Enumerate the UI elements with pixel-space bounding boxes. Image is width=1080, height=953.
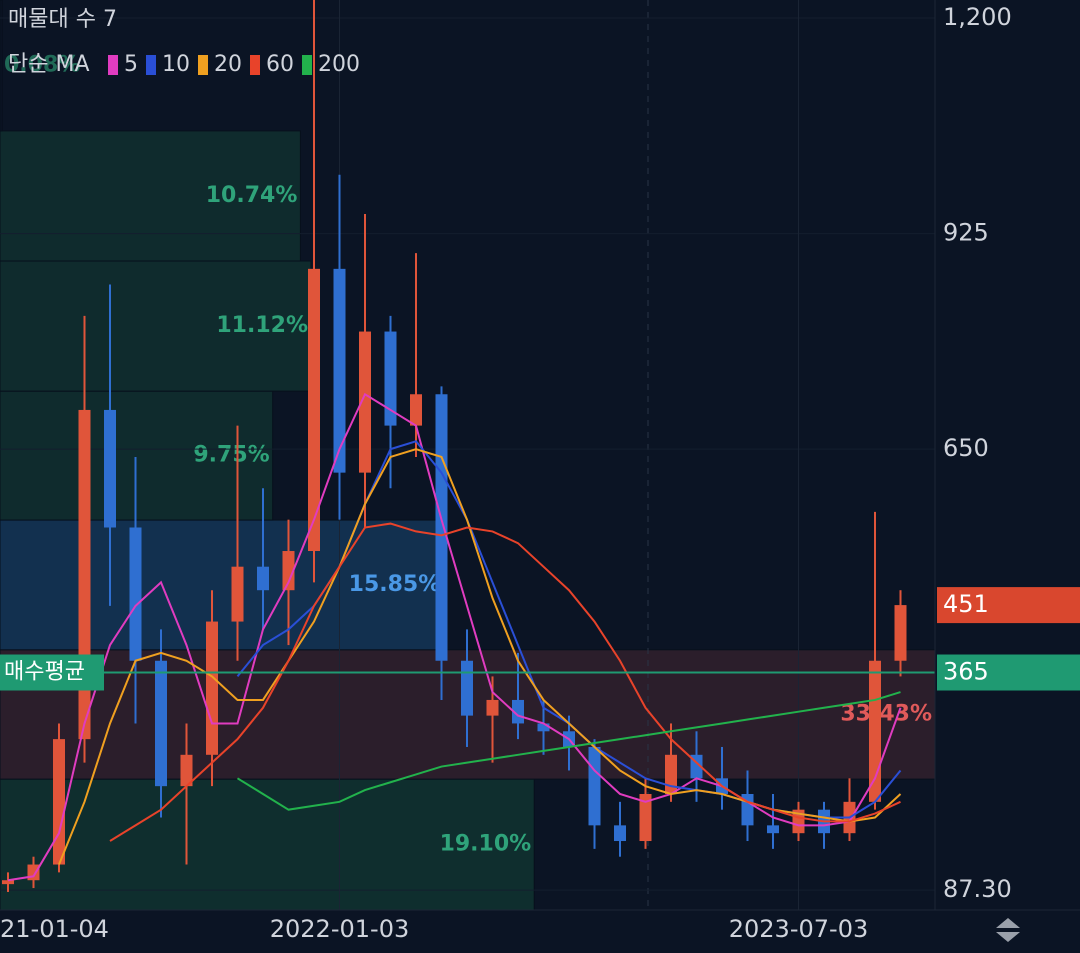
legend-label: 20: [214, 52, 242, 77]
legend-label: 200: [318, 52, 360, 77]
legend-swatch: [250, 55, 260, 75]
ma-lines: [7, 392, 902, 882]
legend-swatch: [302, 55, 312, 75]
scroll-icon[interactable]: [996, 918, 1020, 942]
profile-label: 11.12%: [216, 313, 308, 338]
legend-label: 10: [162, 52, 190, 77]
profile-bar: [0, 519, 444, 651]
profile-bar: [0, 130, 301, 262]
chart-title: 매물대 수 7: [8, 7, 117, 32]
candle-body: [461, 660, 473, 716]
profile-label: 19.10%: [440, 832, 532, 857]
profile-bar: [0, 0, 3, 132]
legend-label: 60: [266, 52, 294, 77]
candle-body: [410, 394, 422, 426]
avg-price-label: 매수평균: [4, 660, 85, 685]
avg-price-value: 365: [943, 658, 989, 686]
candle-body: [486, 699, 499, 716]
candle-body: [333, 268, 346, 473]
legend: 단순 MA 5 10 20 60 200: [8, 52, 360, 77]
candle-body: [53, 739, 65, 865]
legend-swatch: [108, 55, 118, 75]
y-tick-label: 650: [943, 434, 989, 462]
candle-body: [359, 331, 371, 473]
candle-body: [180, 754, 193, 787]
legend-swatch: [198, 55, 208, 75]
legend-label: 5: [124, 52, 138, 77]
axis: 1,200 925 650 87.30 21-01-04 2022-01-03 2023-0…: [0, 3, 1080, 943]
ma-line: [7, 392, 902, 882]
candle-body: [257, 566, 269, 591]
candle-body: [894, 605, 907, 661]
overlay: 매수평균: [0, 654, 935, 691]
legend-title: 단순 MA: [8, 52, 90, 77]
x-tick-label: 2023-07-03: [729, 915, 868, 943]
ma-line: [236, 691, 901, 811]
candle-body: [2, 880, 14, 885]
candle-body: [155, 660, 167, 787]
candle-body: [639, 793, 652, 842]
candle-body: [435, 394, 448, 661]
x-tick-label: 21-01-04: [0, 915, 109, 943]
profile-bar: [0, 260, 312, 392]
x-tick-label: 2022-01-03: [270, 915, 409, 943]
candle-body: [129, 527, 142, 661]
last-price-tag: [937, 587, 1080, 624]
avg-price-axis-tag: [937, 654, 1080, 691]
profile-bar: [0, 778, 535, 911]
candle-body: [537, 723, 550, 732]
profile-label: 10.74%: [206, 183, 298, 208]
ma-line: [109, 522, 901, 842]
y-tick-label: 925: [943, 219, 989, 247]
candle-body: [767, 825, 779, 834]
profile-label: 0.08%: [4, 52, 80, 77]
candle-body: [104, 409, 116, 528]
candle-body: [614, 825, 626, 842]
candle-body: [665, 754, 677, 794]
candle-body: [308, 268, 320, 552]
y-tick-label: 1,200: [943, 3, 1012, 31]
candle-body: [282, 551, 295, 591]
profile-label: 9.75%: [193, 443, 269, 468]
y-tick-label: 87.30: [943, 875, 1012, 903]
legend-swatch: [146, 55, 156, 75]
last-price-value: 451: [943, 590, 989, 618]
candle-body: [588, 746, 601, 826]
profile-label: 33.43%: [840, 701, 932, 726]
profile-label: 15.85%: [349, 572, 441, 597]
candle-body: [231, 566, 244, 622]
candle-body: [384, 331, 397, 426]
candle-body: [206, 621, 218, 755]
candle-body: [869, 660, 881, 802]
avg-price-tag: [0, 654, 104, 691]
